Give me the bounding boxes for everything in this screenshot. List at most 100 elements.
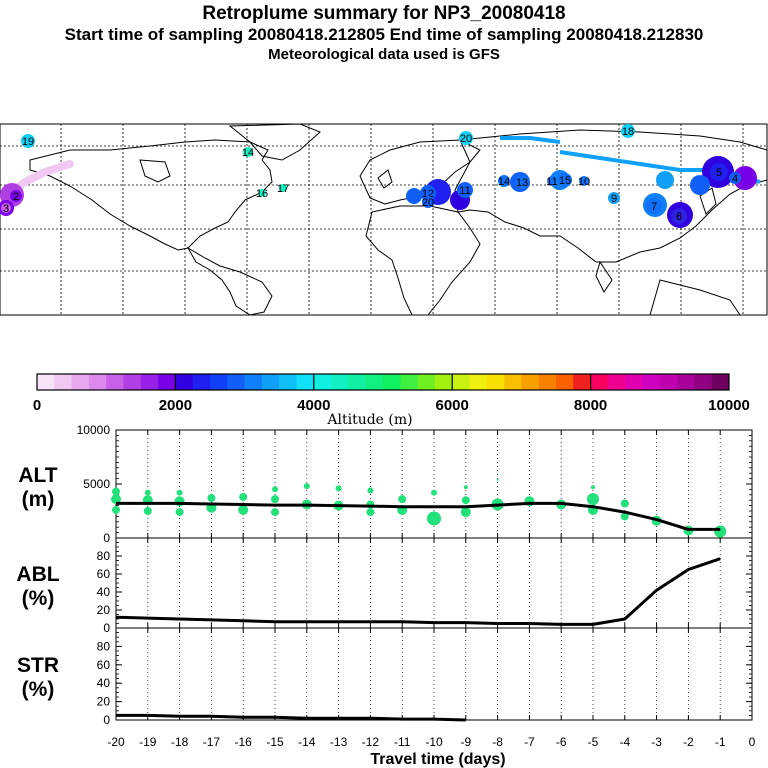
altitude-point [714, 525, 727, 538]
altitude-point [463, 485, 468, 490]
time-series-panels: 0500010000ALT(m)020406080ABL(%)020406080… [16, 423, 755, 768]
map-day-label: 14 [498, 176, 510, 188]
map-marker [459, 131, 473, 145]
altitude-point [398, 495, 407, 504]
y-tick-label: 10000 [77, 423, 111, 437]
map-marker [21, 134, 35, 148]
colorbar-cell [677, 374, 695, 390]
altitude-point [366, 508, 375, 517]
map-marker [547, 176, 557, 186]
y-tick-label: 0 [103, 713, 110, 727]
map-day-label: 19 [22, 136, 34, 148]
map-day-label: 3 [3, 203, 9, 215]
x-tick-label: 0 [749, 735, 756, 749]
x-axis-title: Travel time (days) [370, 751, 505, 768]
x-tick-label: -13 [330, 735, 348, 749]
colorbar-label: Altitude (m) [326, 412, 412, 428]
map-day-label: 7 [651, 201, 657, 213]
colorbar-cell [417, 374, 436, 390]
altitude-point [303, 483, 310, 490]
altitude-point [620, 499, 629, 508]
map-marker [279, 184, 287, 192]
colorbar-cell [469, 374, 488, 390]
map-day-label: 9 [611, 193, 617, 205]
colorbar-cell [452, 374, 470, 390]
panel-label: STR [17, 654, 59, 677]
y-tick-label: 20 [97, 603, 111, 617]
x-tick-label: -15 [266, 735, 284, 749]
map-day-label: 11 [459, 185, 470, 197]
colorbar-cell [538, 374, 557, 390]
colorbar-cell [365, 374, 384, 390]
x-tick-label: -5 [588, 735, 599, 749]
x-tick-label: -1 [715, 735, 726, 749]
colorbar-cell [434, 374, 453, 390]
colorbar-cell [625, 374, 643, 390]
altitude-point [143, 507, 152, 515]
y-tick-label: 60 [97, 658, 111, 672]
series-line [116, 713, 466, 722]
x-tick-label: -7 [524, 735, 535, 749]
map-marker [420, 185, 436, 201]
map-marker [646, 198, 662, 214]
map-marker [671, 208, 687, 224]
x-tick-label: -18 [171, 735, 189, 749]
map-marker [515, 175, 529, 189]
x-tick-label: -9 [460, 735, 471, 749]
x-tick-label: -17 [203, 735, 221, 749]
colorbar-cell [54, 374, 72, 390]
colorbar-tick-label: 6000 [436, 397, 469, 414]
colorbar-cell [331, 374, 349, 390]
map-marker [243, 147, 253, 157]
map-marker [710, 163, 728, 181]
colorbar-cell [244, 374, 263, 390]
x-tick-label: -10 [425, 735, 443, 749]
map-marker [10, 190, 22, 202]
colorbar-cell [659, 374, 678, 390]
colorbar-cell [158, 374, 176, 390]
map-marker [729, 172, 741, 184]
map-day-label: 16 [256, 188, 268, 200]
y-tick-label: 40 [97, 585, 111, 599]
colorbar-cell [348, 374, 366, 390]
altitude-point [496, 478, 499, 481]
y-tick-label: 0 [103, 531, 110, 545]
colorbar-cell [123, 374, 142, 390]
colorbar-cell [227, 374, 245, 390]
colorbar-cell [261, 374, 280, 390]
altitude-point [620, 512, 629, 521]
x-tick-label: -2 [683, 735, 694, 749]
altitude-point [176, 489, 183, 496]
plot-title: Retroplume summary for NP3_20080418 [202, 3, 566, 24]
map-marker [457, 182, 473, 198]
y-tick-label: 60 [97, 567, 111, 581]
map-day-label: 13 [516, 177, 528, 189]
colorbar-tick-label: 4000 [297, 397, 330, 414]
map-marker [621, 124, 635, 138]
altitude-point [175, 508, 184, 517]
colorbar-cell [140, 374, 159, 390]
altitude-point [272, 486, 278, 493]
altitude-point [427, 511, 441, 526]
altitude-point [111, 494, 121, 505]
x-tick-label: -6 [556, 735, 567, 749]
colorbar-cell [175, 374, 193, 390]
altitude-point [144, 489, 151, 496]
met-data-note: Meteorological data used is GFS [268, 46, 500, 63]
altitude-point [461, 496, 470, 505]
panel-frame [115, 627, 753, 721]
altitude-point [271, 495, 279, 504]
altitude-point [431, 489, 437, 496]
map-day-label: 20 [422, 197, 434, 209]
colorbar-cell [590, 374, 609, 390]
colorbar-cell [192, 374, 211, 390]
series-line [116, 501, 721, 531]
x-tick-label: -12 [362, 735, 380, 749]
map-marker [579, 176, 589, 186]
map-day-label: 2 [13, 191, 19, 203]
colorbar-cell [556, 374, 574, 390]
